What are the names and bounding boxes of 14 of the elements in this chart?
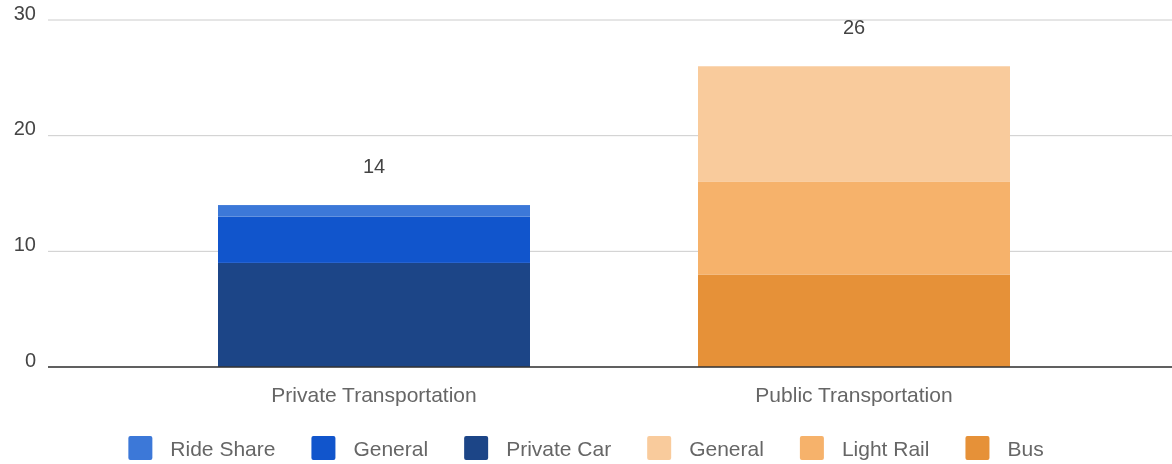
legend-label: Ride Share: [170, 437, 276, 460]
y-tick-label: 30: [13, 1, 36, 24]
y-tick-label: 0: [24, 348, 36, 371]
legend-label: General: [689, 437, 764, 460]
legend-label: Private Car: [506, 437, 612, 460]
y-tick-label: 10: [13, 232, 36, 255]
y-tick-label: 20: [13, 117, 36, 140]
x-tick-label: Private Transportation: [271, 382, 477, 406]
total-label: 14: [362, 155, 386, 178]
legend-label: General: [353, 437, 429, 460]
legend-label: Bus: [1007, 437, 1044, 460]
total-label: 26: [842, 16, 866, 39]
legend-label: Light Rail: [841, 437, 930, 460]
x-tick-label: Public Transportation: [755, 382, 953, 406]
